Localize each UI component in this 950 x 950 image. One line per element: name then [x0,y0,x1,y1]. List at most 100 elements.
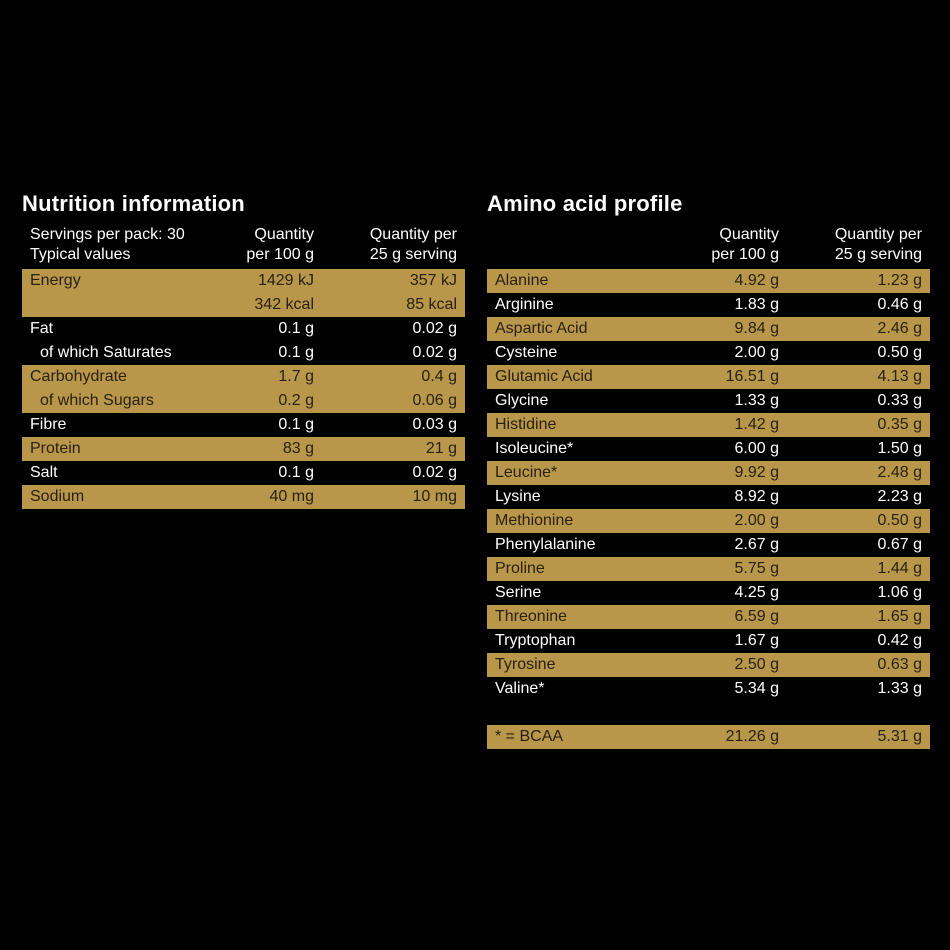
nutrition-per100-value: 0.2 g [278,392,314,409]
amino-header: Quantity per 100 g Quantity per 25 g ser… [487,218,930,266]
nutrition-table: Energy 1429 kJ 357 kJ 342 kcal 85 kcal Fat 0.1… [22,269,465,509]
nutrition-per100-value: 40 mg [269,488,314,505]
amino-per100-value: 1.83 g [734,296,779,313]
amino-per100-value: 5.75 g [734,560,779,577]
nutrition-perserving-value: 357 kJ [409,272,457,289]
nutrition-title: Nutrition information [22,191,245,216]
nutrition-header-perserving: Quantity per 25 g serving [369,226,457,263]
amino-label: Glutamic Acid [495,368,593,385]
amino-perserving-value: 0.50 g [877,344,922,361]
amino-row: Proline 5.75 g 1.44 g [487,557,930,581]
amino-per100-value: 6.59 g [734,608,779,625]
amino-per100-value: 16.51 g [725,368,779,385]
amino-label: Arginine [495,296,554,313]
amino-row: Leucine* 9.92 g 2.48 g [487,461,930,485]
nutrition-header-per100: Quantity per 100 g [246,226,314,263]
amino-row: Phenylalanine 2.67 g 0.67 g [487,533,930,557]
amino-perserving-value: 0.63 g [877,656,922,673]
amino-perserving-value: 1.50 g [877,440,922,457]
amino-header-per100: Quantity per 100 g [711,226,779,263]
amino-label: Tyrosine [495,656,556,673]
amino-per100-value: 2.00 g [734,344,779,361]
nutrition-row: Protein 83 g 21 g [22,437,465,461]
nutrition-header: Servings per pack: 30 Typical values Qua… [22,218,465,266]
amino-row: Threonine 6.59 g 1.65 g [487,605,930,629]
nutrition-row: Fibre 0.1 g 0.03 g [22,413,465,437]
amino-row: Tyrosine 2.50 g 0.63 g [487,653,930,677]
amino-per100-value: 1.33 g [734,392,779,409]
nutrition-perserving-value: 85 kcal [406,296,457,313]
nutrition-label [22,293,194,317]
bcaa-per100-value: 21.26 g [725,728,779,745]
nutrition-row: Salt 0.1 g 0.02 g [22,461,465,485]
nutrition-label: Fibre [30,416,67,433]
bcaa-perserving-value: 5.31 g [877,728,922,745]
nutrition-label: Salt [30,464,58,481]
amino-perserving-value: 2.48 g [877,464,922,481]
nutrition-perserving-value: 21 g [425,440,457,457]
amino-row: Aspartic Acid 9.84 g 2.46 g [487,317,930,341]
amino-row: Glutamic Acid 16.51 g 4.13 g [487,365,930,389]
nutrition-row: Energy 1429 kJ 357 kJ [22,269,465,293]
nutrition-perserving-value: 0.02 g [412,320,457,337]
amino-header-perserving: Quantity per 25 g serving [834,226,922,263]
nutrition-header-servings: Servings per pack: 30 Typical values [30,226,185,263]
nutrition-row: of which Sugars 0.2 g 0.06 g [22,389,465,413]
amino-perserving-value: 1.65 g [877,608,922,625]
nutrition-perserving-value: 0.06 g [412,392,457,409]
amino-perserving-value: 2.46 g [877,320,922,337]
amino-per100-value: 1.67 g [734,632,779,649]
nutrition-perserving-value: 10 mg [412,488,457,505]
nutrition-label: Energy [30,272,81,289]
amino-row: Serine 4.25 g 1.06 g [487,581,930,605]
nutrition-per100-value: 342 kcal [254,296,314,313]
amino-perserving-value: 1.06 g [877,584,922,601]
amino-label: Phenylalanine [495,536,596,553]
amino-label: Glycine [495,392,549,409]
amino-row: Cysteine 2.00 g 0.50 g [487,341,930,365]
amino-perserving-value: 0.33 g [877,392,922,409]
nutrition-per100-value: 1429 kJ [257,272,314,289]
amino-row: Alanine 4.92 g 1.23 g [487,269,930,293]
amino-perserving-value: 0.35 g [877,416,922,433]
amino-row: Histidine 1.42 g 0.35 g [487,413,930,437]
amino-row: Glycine 1.33 g 0.33 g [487,389,930,413]
amino-per100-value: 5.34 g [734,680,779,697]
amino-perserving-value: 1.44 g [877,560,922,577]
nutrition-per100-value: 0.1 g [278,416,314,433]
nutrition-row: Carbohydrate 1.7 g 0.4 g [22,365,465,389]
amino-row: Valine* 5.34 g 1.33 g [487,677,930,701]
bcaa-row: * = BCAA 21.26 g 5.31 g [487,725,930,749]
nutrition-information-panel: Nutrition information Servings per pack:… [22,190,465,509]
amino-label: Isoleucine* [495,440,574,457]
amino-label: Histidine [495,416,557,433]
amino-per100-value: 2.00 g [734,512,779,529]
amino-label: Aspartic Acid [495,320,588,337]
amino-per100-value: 4.25 g [734,584,779,601]
amino-label: Serine [495,584,542,601]
nutrition-per100-value: 1.7 g [278,368,314,385]
amino-per100-value: 6.00 g [734,440,779,457]
amino-perserving-value: 0.42 g [877,632,922,649]
bcaa-label: * = BCAA [495,728,564,745]
nutrition-row: Sodium 40 mg 10 mg [22,485,465,509]
amino-per100-value: 1.42 g [734,416,779,433]
amino-perserving-value: 1.23 g [877,272,922,289]
nutrition-per100-value: 0.1 g [278,320,314,337]
amino-label: Proline [495,560,545,577]
nutrition-perserving-value: 0.4 g [421,368,457,385]
nutrition-label: of which Saturates [40,344,172,361]
nutrition-label: of which Sugars [40,392,154,409]
amino-perserving-value: 2.23 g [877,488,922,505]
amino-row: Lysine 8.92 g 2.23 g [487,485,930,509]
amino-perserving-value: 4.13 g [877,368,922,385]
nutrition-per100-value: 83 g [282,440,314,457]
nutrition-row: 342 kcal 85 kcal [22,293,465,317]
amino-perserving-value: 0.46 g [877,296,922,313]
bcaa-total: * = BCAA 21.26 g 5.31 g [487,725,930,749]
nutrition-perserving-value: 0.02 g [412,464,457,481]
nutrition-row: of which Saturates 0.1 g 0.02 g [22,341,465,365]
nutrition-perserving-value: 0.02 g [412,344,457,361]
amino-per100-value: 4.92 g [734,272,779,289]
